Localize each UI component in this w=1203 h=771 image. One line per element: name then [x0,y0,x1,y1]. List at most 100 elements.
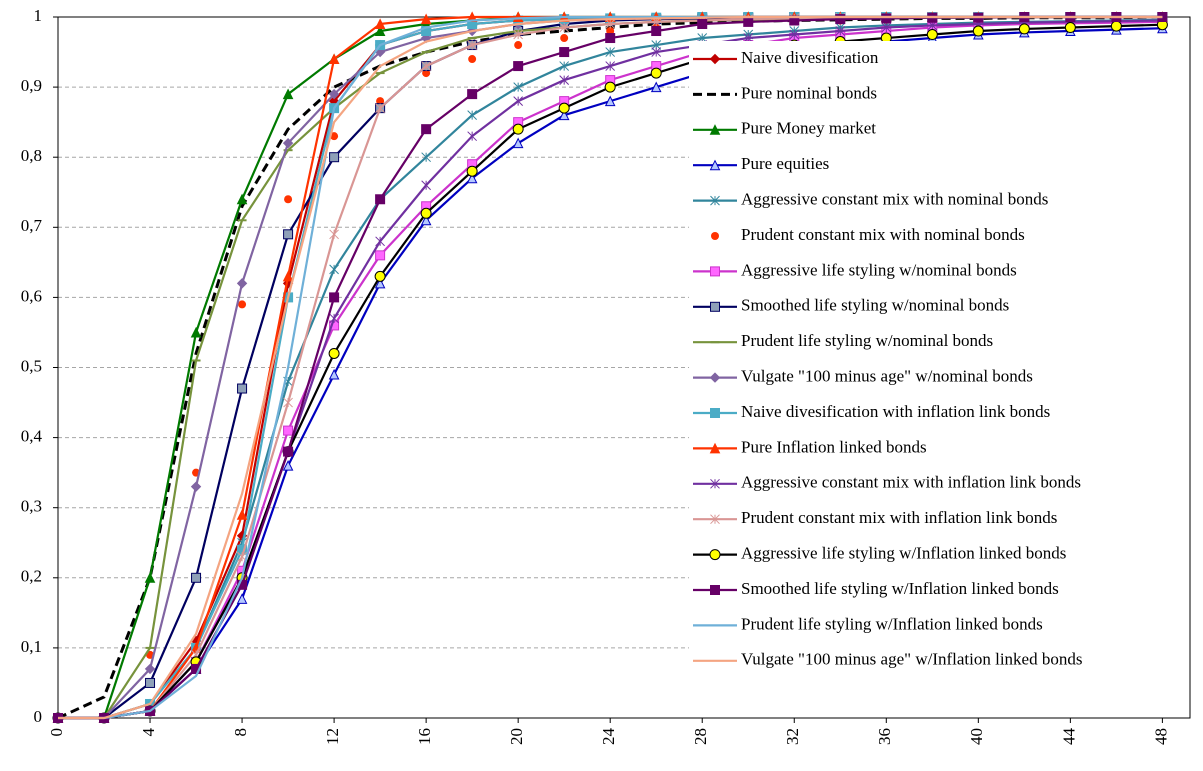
marker [375,236,385,247]
legend-label: Vulgate "100 minus age" w/nominal bonds [741,367,1033,386]
marker [513,61,524,72]
marker [236,509,248,520]
marker [468,55,477,64]
legend-marker [709,549,721,561]
marker [190,326,202,338]
marker [514,41,523,50]
y-tick-label: 0,3 [21,497,42,516]
marker [467,110,477,120]
legend-marker [710,195,720,206]
marker [375,194,386,205]
legend-label: Aggressive constant mix with inflation l… [741,473,1081,492]
marker [374,277,386,289]
legend-label: Aggressive constant mix with nominal bon… [741,190,1048,209]
marker [650,81,662,93]
marker [605,47,616,57]
marker [145,677,156,688]
x-tick-label: 36 [875,728,894,745]
marker [329,264,339,275]
marker [375,250,386,261]
y-tick-label: 0,5 [21,356,42,375]
x-tick-label: 20 [507,728,526,745]
marker [650,67,662,79]
y-tick-label: 0,9 [21,76,42,95]
marker [420,214,432,226]
marker [605,19,616,29]
marker [328,368,340,380]
marker [651,47,662,57]
legend-marker [711,232,719,240]
legend-marker [710,301,720,312]
marker [283,229,294,240]
legend-label: Vulgate "100 minus age" w/Inflation link… [741,650,1082,669]
legend-label: Naive divesification with inflation link… [741,402,1050,421]
marker [420,207,432,219]
legend-marker [710,478,720,489]
legend-label: Smoothed life styling w/Inflation linked… [741,579,1059,598]
y-tick-label: 0,8 [21,146,42,165]
marker [284,195,293,204]
marker [1018,23,1030,35]
marker [238,300,247,309]
marker [329,292,340,303]
legend-label: Pure equities [741,154,829,173]
legend-label: Smoothed life styling w/nominal bonds [741,296,1009,315]
marker [329,229,339,240]
marker [283,425,294,436]
marker [376,97,385,106]
x-tick-label: 24 [599,728,618,746]
legend-marker [709,159,721,171]
marker [282,460,294,471]
marker [467,40,477,50]
marker [283,397,293,408]
marker [1110,20,1122,32]
marker [282,270,294,282]
legend-marker [710,514,720,525]
y-tick-label: 0,6 [21,286,42,305]
legend-marker [709,53,721,65]
marker [282,137,294,149]
marker [282,88,294,100]
series [58,15,1163,720]
marker [558,109,570,121]
x-tick-label: 44 [1059,728,1078,746]
marker [743,16,754,27]
y-tick-label: 0,2 [21,567,42,586]
y-tick-label: 0,4 [21,427,43,446]
marker [330,132,339,141]
marker [374,18,386,30]
x-tick-label: 48 [1151,728,1170,745]
x-tick-label: 16 [415,728,434,745]
legend-label: Naive divesification [741,48,879,67]
marker [513,29,524,40]
y-tick-label: 0,7 [21,216,43,235]
marker [237,383,248,394]
marker [283,446,294,457]
marker [420,13,432,25]
marker [513,82,524,92]
marker [421,124,432,135]
marker [697,19,708,30]
marker [604,95,616,107]
marker [191,572,202,583]
marker [144,663,156,675]
legend-marker [710,408,720,418]
legend-label: Prudent constant mix with inflation link… [741,508,1057,527]
marker [881,22,892,33]
x-tick-label: 32 [783,728,802,745]
marker [236,593,248,604]
legend-marker [709,442,721,454]
series-line [58,15,1163,720]
x-tick-label: 4 [139,728,158,737]
legend-marker [709,372,721,383]
marker [421,61,431,71]
marker [881,13,892,24]
legend-marker [710,585,720,595]
legend-label: Aggressive life styling w/nominal bonds [741,260,1017,279]
marker [789,29,800,40]
legend-marker [709,124,721,135]
marker [926,29,938,41]
marker [558,102,570,114]
marker [236,193,248,205]
legend-label: Prudent life styling w/nominal bonds [741,331,993,350]
